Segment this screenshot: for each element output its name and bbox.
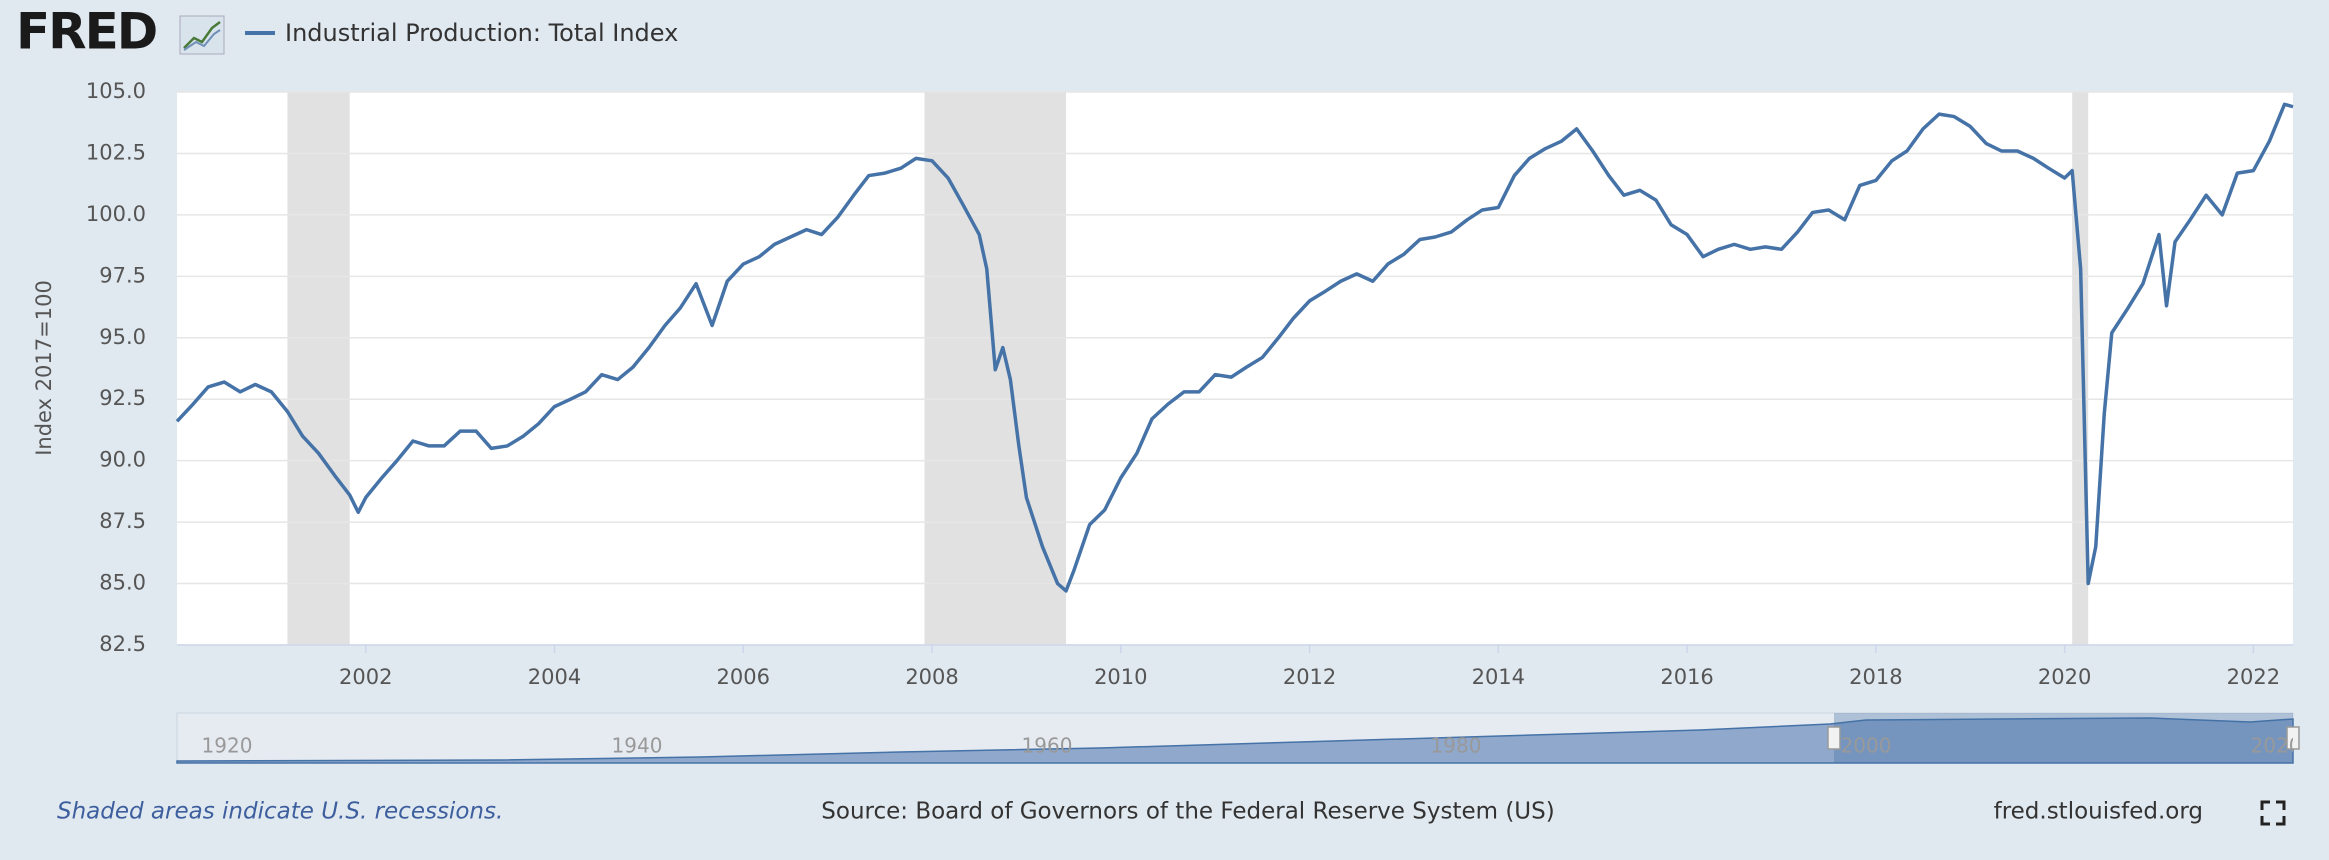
navigator-label: 2020 (2251, 734, 2302, 758)
logo[interactable]: FRED (16, 3, 158, 61)
y-tick-label: 100.0 (86, 202, 146, 226)
x-tick-label: 2004 (528, 665, 581, 689)
y-tick-label: 87.5 (99, 509, 146, 533)
recession-band (287, 92, 350, 645)
y-tick-label: 92.5 (99, 386, 146, 410)
navigator-label: 1960 (1022, 734, 1073, 758)
y-tick-label: 105.0 (86, 79, 146, 103)
navigator-label: 2000 (1841, 734, 1892, 758)
y-tick-label: 85.0 (99, 571, 146, 595)
x-tick-label: 2018 (1849, 665, 1902, 689)
y-tick-label: 102.5 (86, 140, 146, 164)
recession-note: Shaded areas indicate U.S. recessions. (57, 799, 503, 825)
y-tick-label: 97.5 (99, 263, 146, 287)
x-tick-label: 2008 (905, 665, 958, 689)
x-tick-label: 2002 (339, 665, 392, 689)
x-tick-label: 2012 (1283, 665, 1336, 689)
source: Source: Board of Governors of the Federa… (821, 799, 1554, 825)
navigator-label: 1940 (612, 734, 663, 758)
fullscreen-button[interactable] (2260, 800, 2286, 826)
x-tick-label: 2006 (717, 665, 770, 689)
logo-icon (179, 15, 225, 55)
x-tick-label: 2010 (1094, 665, 1147, 689)
plot-area (177, 92, 2293, 645)
site-link[interactable]: fred.stlouisfed.org (1994, 799, 2203, 825)
navigator-label: 1980 (1431, 734, 1482, 758)
y-axis-title: Index 2017=100 (32, 280, 56, 456)
y-tick-label: 82.5 (99, 632, 146, 656)
y-tick-label: 90.0 (99, 448, 146, 472)
x-tick-label: 2020 (2038, 665, 2091, 689)
y-tick-label: 95.0 (99, 325, 146, 349)
navigator-label: 1920 (202, 734, 253, 758)
series-line (175, 102, 2294, 593)
legend-label: Industrial Production: Total Index (285, 19, 678, 47)
recession-band (2072, 92, 2089, 645)
navigator[interactable]: 1920 1940 1960 1980 2000 2020 (176, 712, 2302, 764)
x-tick-label: 2014 (1472, 665, 1525, 689)
x-tick-label: 2016 (1660, 665, 1713, 689)
x-tick-label: 2022 (2227, 665, 2280, 689)
